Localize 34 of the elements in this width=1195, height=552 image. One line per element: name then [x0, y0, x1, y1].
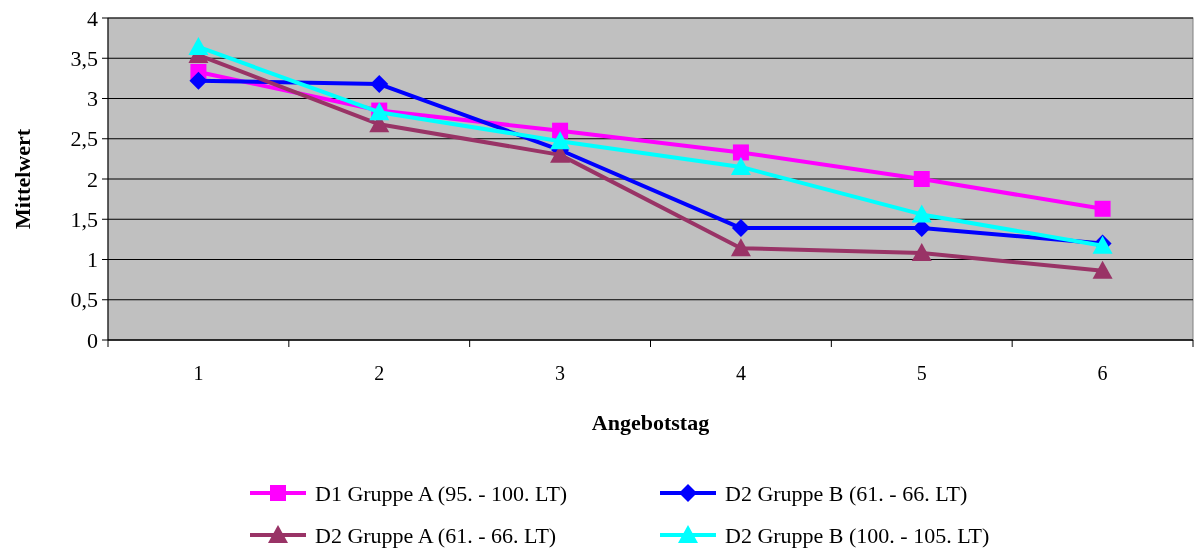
y-tick-label: 1 — [87, 247, 98, 273]
y-tick-label: 1,5 — [70, 206, 98, 232]
y-tick-label: 3,5 — [70, 45, 98, 71]
x-tick-label: 4 — [735, 362, 746, 384]
y-tick-label: 0 — [87, 327, 98, 353]
point — [913, 171, 930, 187]
point — [730, 156, 751, 175]
point — [731, 219, 750, 238]
point — [370, 75, 389, 94]
point — [732, 144, 749, 161]
x-axis-title: Angebotstag — [591, 410, 710, 435]
x-tick-label: 6 — [1097, 362, 1108, 384]
y-tick-label: 2,5 — [70, 126, 98, 152]
x-tick-label: 3 — [555, 362, 566, 384]
point — [1092, 260, 1113, 279]
point — [730, 238, 751, 257]
point — [911, 204, 932, 223]
y-axis-title: Mittelwert — [10, 128, 35, 230]
y-tick-label: 3 — [87, 86, 98, 112]
legend-label: D1 Gruppe A (95. - 100. LT) — [315, 480, 568, 506]
y-tick-label: 4 — [87, 5, 98, 31]
point — [1094, 200, 1111, 217]
y-tick-label: 2 — [87, 166, 98, 192]
legend-label: D2 Gruppe B (61. - 66. LT) — [725, 480, 968, 506]
x-tick-label: 2 — [374, 362, 385, 384]
point — [189, 71, 208, 90]
point — [911, 243, 932, 262]
x-tick-label: 5 — [916, 362, 927, 384]
y-tick-label: 0,5 — [70, 287, 98, 313]
legend-label: D2 Gruppe A (61. - 66. LT) — [315, 522, 557, 548]
point — [550, 131, 571, 150]
x-tick-label: 1 — [193, 362, 204, 384]
legend-label: D2 Gruppe B (100. - 105. LT) — [725, 522, 990, 548]
point — [188, 36, 209, 55]
